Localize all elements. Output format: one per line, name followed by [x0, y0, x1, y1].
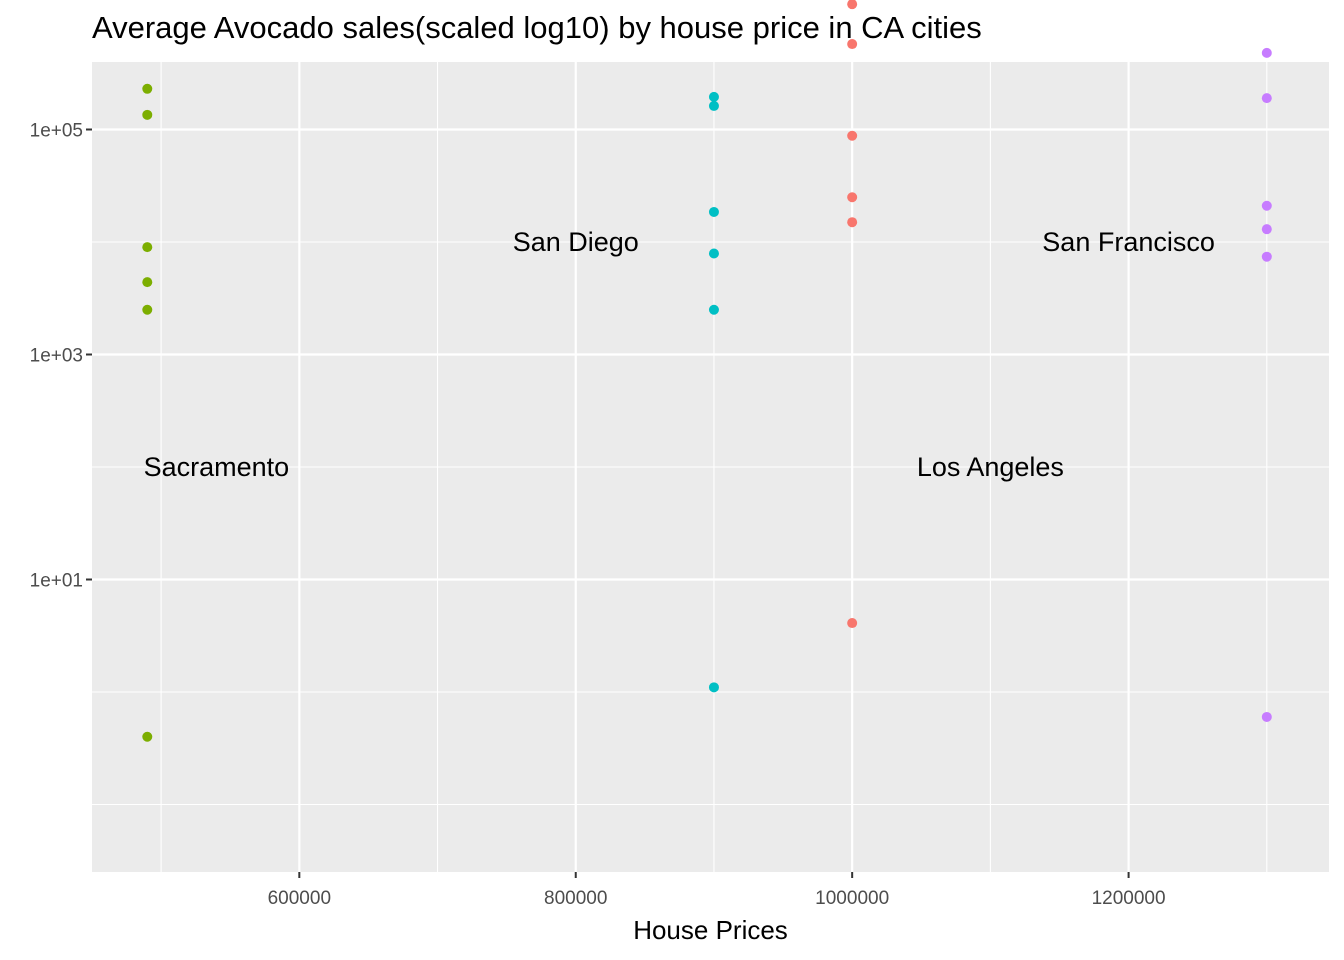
x-tick-label: 600000	[268, 888, 331, 909]
data-point	[142, 109, 153, 120]
minor-gridlines	[92, 62, 1329, 872]
data-points	[142, 0, 1272, 742]
data-point	[142, 731, 153, 742]
data-point	[847, 217, 858, 228]
data-point	[1261, 711, 1272, 722]
data-point	[1261, 47, 1272, 58]
major-gridlines	[92, 62, 1329, 872]
city-annotations: Sacramento San Diego Los Angeles San Franci…	[144, 227, 1215, 482]
data-point	[708, 206, 719, 217]
data-point	[708, 91, 719, 102]
data-point	[708, 100, 719, 111]
x-tick-label: 1000000	[815, 888, 889, 909]
data-point	[1261, 200, 1272, 211]
data-point	[142, 277, 153, 288]
data-point	[847, 130, 858, 141]
data-point	[1261, 224, 1272, 235]
data-point	[847, 192, 858, 203]
data-point	[142, 304, 153, 315]
y-tick-label: 1e+03	[30, 346, 83, 367]
city-label: Los Angeles	[917, 452, 1064, 482]
chart-title: Average Avocado sales(scaled log10) by h…	[92, 10, 982, 45]
data-point	[1261, 251, 1272, 262]
y-tick-label: 1e+05	[30, 121, 83, 142]
data-point	[708, 304, 719, 315]
city-label: San Francisco	[1042, 227, 1215, 257]
data-point	[1261, 93, 1272, 104]
data-point	[708, 682, 719, 693]
data-point	[847, 618, 858, 629]
x-axis: 600000 800000 1000000 1200000	[268, 872, 1166, 909]
x-tick-label: 1200000	[1092, 888, 1166, 909]
city-label: Sacramento	[144, 452, 290, 482]
y-axis: 1e+01 1e+03 1e+05	[30, 121, 92, 592]
data-point	[142, 83, 153, 94]
y-tick-label: 1e+01	[30, 571, 83, 592]
data-point	[847, 0, 858, 10]
data-point	[142, 242, 153, 253]
data-point	[708, 248, 719, 259]
data-point	[847, 39, 858, 50]
x-axis-title: House Prices	[633, 915, 788, 945]
x-tick-label: 800000	[544, 888, 607, 909]
city-label: San Diego	[513, 227, 639, 257]
